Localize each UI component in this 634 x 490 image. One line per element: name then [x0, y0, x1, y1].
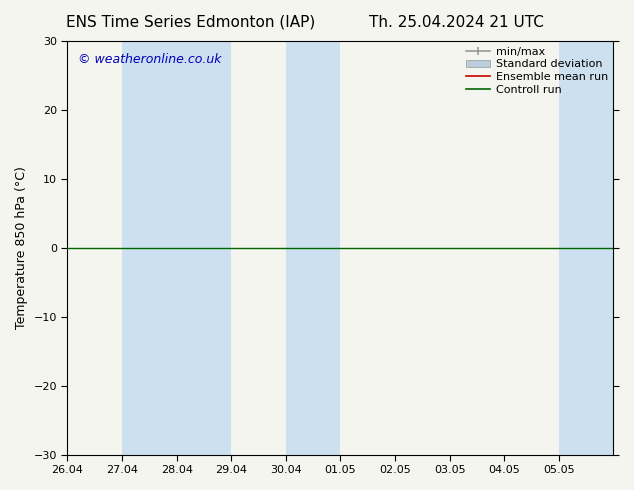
Y-axis label: Temperature 850 hPa (°C): Temperature 850 hPa (°C) [15, 167, 28, 329]
Text: © weatheronline.co.uk: © weatheronline.co.uk [79, 53, 222, 67]
Legend: min/max, Standard deviation, Ensemble mean run, Controll run: min/max, Standard deviation, Ensemble me… [463, 45, 610, 97]
Bar [286, 41, 340, 455]
Text: Th. 25.04.2024 21 UTC: Th. 25.04.2024 21 UTC [369, 15, 544, 30]
Text: ENS Time Series Edmonton (IAP): ENS Time Series Edmonton (IAP) [65, 15, 315, 30]
Bar [122, 41, 231, 455]
Bar [559, 41, 614, 455]
